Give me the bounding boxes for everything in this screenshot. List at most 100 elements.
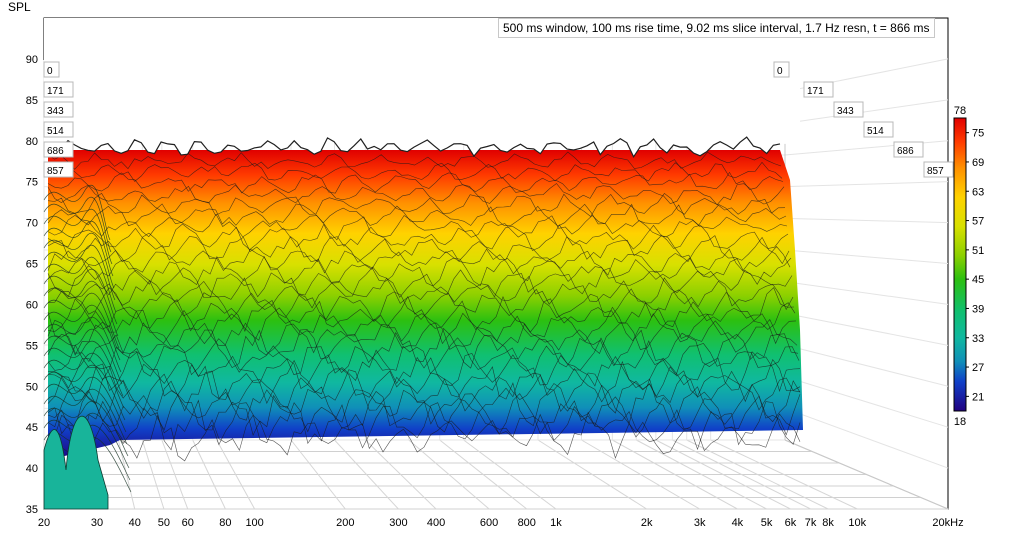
surface-ridge [47, 136, 781, 159]
y-tick-label: 60 [26, 299, 38, 311]
ribbon-line [43, 208, 113, 265]
x-tick-label: 40 [129, 517, 141, 529]
slice-contour [47, 275, 794, 311]
time-slice-box [43, 61, 60, 78]
colorbar-min-label: 18 [954, 416, 966, 428]
time-slice-label: 514 [867, 126, 884, 137]
ribbon-line [43, 256, 117, 313]
chart-title: 500 ms window, 100 ms rise time, 9.02 ms… [498, 18, 935, 38]
slice-contour [47, 337, 800, 381]
y-tick-label: 45 [26, 422, 38, 434]
slice-contour [47, 265, 793, 298]
ribbon-line [43, 232, 115, 289]
slice-contour [47, 348, 801, 393]
colorbar-tick-label: 33 [972, 333, 984, 345]
freq-grid-line [408, 439, 490, 510]
front-slice-bump [43, 415, 109, 510]
freq-grid-line [581, 439, 700, 510]
ribbon-line [43, 268, 118, 325]
ribbon-line [43, 292, 120, 349]
y-tick-label: 90 [26, 54, 38, 66]
ribbon-line [43, 220, 114, 277]
y-tick-label: 85 [26, 95, 38, 107]
y-tick-label: 35 [26, 504, 38, 516]
ribbon-line [43, 304, 121, 361]
colorbar-tick-label: 21 [972, 391, 984, 403]
x-tick-label: 100 [245, 517, 263, 529]
ribbon-line [43, 196, 112, 253]
x-tick-label: 3k [694, 517, 706, 529]
ribbon-line [43, 328, 123, 385]
x-tick-label: 600 [480, 517, 498, 529]
time-slice-box [773, 61, 790, 78]
time-slice-label: 343 [47, 106, 64, 117]
colorbar-tick-label: 69 [972, 157, 984, 169]
colorbar: 78 18 75 69 63 57 51 45 39 33 27 21 [953, 105, 984, 428]
side-grid-line [784, 249, 949, 264]
side-grid-line [784, 281, 949, 305]
ribbon-line [43, 364, 126, 421]
x-tick-label: 8k [822, 517, 834, 529]
freq-grid-line [141, 439, 165, 510]
x-tick-label: 2k [641, 517, 653, 529]
x-tick-label: 4k [732, 517, 744, 529]
ribbon-line [43, 280, 119, 337]
slice-contour [47, 246, 791, 276]
colorbar-tick-label: 39 [972, 303, 984, 315]
freq-grid-line [365, 439, 437, 510]
y-tick-label: 70 [26, 218, 38, 230]
colorbar-tick-label: 75 [972, 128, 984, 140]
low-frequency-ribbons [43, 184, 132, 510]
time-slice-label: 857 [927, 166, 944, 177]
slice-contour [47, 411, 801, 462]
freq-grid-line [161, 439, 189, 510]
y-tick-label: 55 [26, 340, 38, 352]
side-grid-line [784, 217, 949, 224]
time-slice-box [833, 101, 864, 118]
side-grid-line [784, 376, 949, 428]
freq-grid-line [636, 439, 767, 510]
freq-grid-line [686, 439, 829, 510]
ribbon-line [43, 376, 127, 433]
x-axis: 20 30 40 50 60 80 100 200 300 400 600 800 1k 2k 3k 4k 5k… [38, 517, 964, 529]
x-tick-label: 30 [91, 517, 103, 529]
x-tick-label: 20kHz [932, 517, 963, 529]
y-tick-label: 80 [26, 136, 38, 148]
colorbar-gradient [953, 117, 967, 412]
side-grid-line [784, 407, 949, 469]
ribbon-line [43, 400, 129, 457]
slice-contour [47, 151, 782, 170]
slice-contour [47, 390, 801, 438]
freq-grid-line [290, 439, 346, 510]
time-slice-label: 0 [777, 66, 783, 77]
colorbar-tick-label: 57 [972, 216, 984, 228]
side-grid-line [784, 312, 949, 346]
surface-fill [48, 150, 803, 460]
freq-grid-line [612, 439, 738, 510]
slice-contour [47, 287, 795, 322]
side-grid-line [784, 344, 949, 387]
colorbar-tick-label: 63 [972, 186, 984, 198]
x-tick-label: 7k [805, 517, 817, 529]
time-slice-box [803, 81, 834, 98]
freq-grid-line [463, 439, 557, 510]
time-slice-labels-right: 0 171 343 514 686 857 [773, 61, 954, 178]
slice-contour [47, 378, 801, 428]
x-tick-label: 200 [336, 517, 354, 529]
time-slice-box [863, 121, 894, 138]
x-tick-label: 80 [219, 517, 231, 529]
freq-grid-line [655, 439, 791, 510]
time-slice-labels-left: 0 171 343 514 686 857 [43, 61, 74, 178]
x-tick-label: 1k [550, 517, 562, 529]
time-slice-box [893, 141, 924, 158]
slice-contour [47, 203, 787, 227]
time-slice-label: 343 [837, 106, 854, 117]
y-tick-label: 75 [26, 177, 38, 189]
time-slice-label: 686 [47, 146, 64, 157]
x-tick-label: 800 [518, 517, 536, 529]
time-slice-label: 171 [47, 86, 64, 97]
time-slice-box [43, 101, 74, 118]
slice-contour [47, 358, 801, 404]
freq-grid-line [334, 439, 399, 510]
